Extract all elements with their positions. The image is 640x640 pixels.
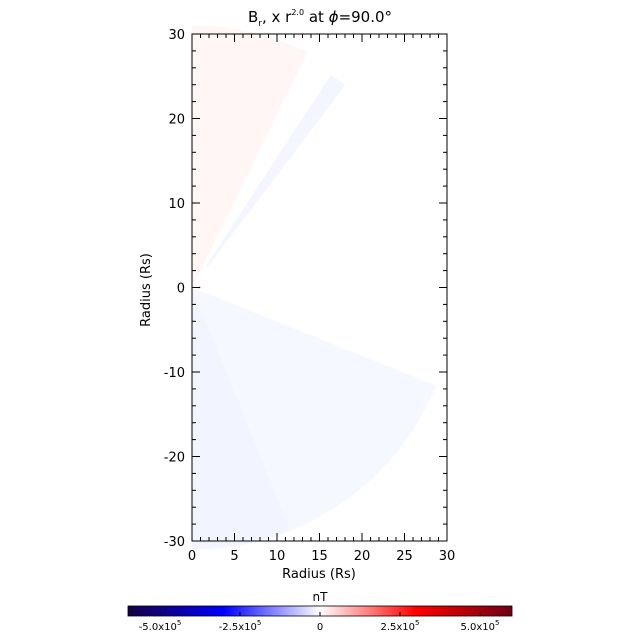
y-axis-label: Radius (Rs) [139,253,154,327]
colorbar-tick-label: -5.0x105 [139,619,182,633]
x-tick-label: 30 [439,549,456,564]
colorbar-tick-label: 2.5x105 [380,619,419,633]
x-tick-label: 15 [311,549,328,564]
x-tick-label: 5 [230,549,238,564]
x-axis-label: Radius (Rs) [282,567,356,582]
field-sectors [192,25,437,550]
y-tick-label: -10 [164,366,185,381]
minor-ticks [192,34,447,541]
y-tick-label: 0 [177,282,185,297]
colorbar-tick-label: 0 [317,622,323,633]
sector-south-inner-wedge [192,287,291,550]
major-ticks [191,33,448,542]
colorbar-tick-label: 5.0x105 [460,619,499,633]
x-tick-label: 20 [354,549,371,564]
y-tick-label: 20 [168,113,185,128]
x-tick-label: 0 [188,549,196,564]
y-tick-label: 10 [168,197,185,212]
colorbar-tick-label: -2.5x105 [219,619,262,633]
y-tick-label: 30 [168,28,185,43]
x-tick-label: 10 [269,549,286,564]
x-tick-label: 25 [396,549,413,564]
colorbar-label: nT [313,590,329,604]
y-tick-labels: 30 20 10 0 -10 -20 -30 [164,28,185,550]
y-tick-label: -20 [164,451,185,466]
sector-north-ray [205,74,346,268]
sector-south-sector [192,287,437,531]
chart-title: Br, x r2.0 at ϕ=90.0° [248,8,392,29]
x-tick-labels: 0 5 10 15 20 25 30 [188,549,455,564]
y-tick-label: -30 [164,535,185,550]
sector-north-wedge [192,25,308,288]
colorbar-ticks: -5.0x105 -2.5x105 0 2.5x105 5.0x105 [139,612,500,633]
